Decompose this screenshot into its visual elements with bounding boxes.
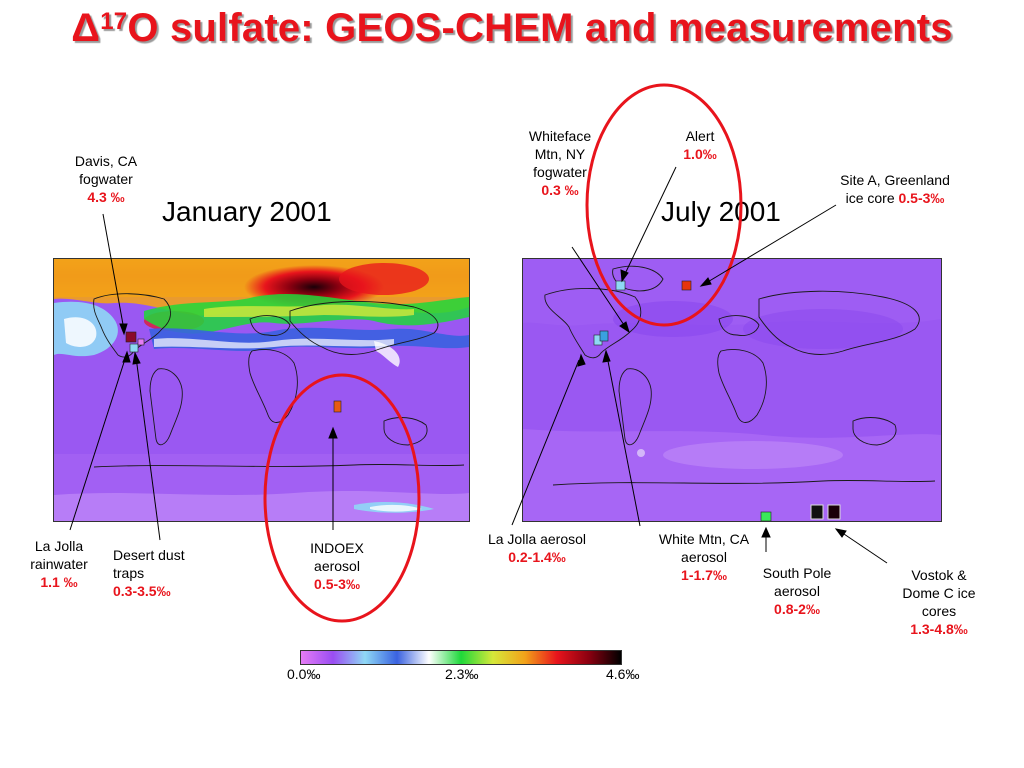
title-superscript: 17: [100, 8, 128, 35]
marker-south-pole: [760, 511, 772, 521]
title-text: O sulfate: GEOS-CHEM and measurements: [127, 6, 953, 50]
january-map-title: January 2001: [162, 196, 332, 227]
label-white-mtn: White Mtn, CA aerosol 1-1.7‰: [658, 531, 750, 583]
july-map-title: July 2001: [661, 196, 781, 227]
colorbar: [300, 650, 622, 665]
label-la-jolla-rain: La Jolla rainwater 1.1 ‰: [30, 538, 88, 590]
label-site-a: Site A, Greenland ice core 0.5-3‰: [840, 172, 950, 206]
marker-vostok: [810, 504, 824, 520]
label-davis: Davis, CA fogwater 4.3 ‰: [74, 153, 138, 205]
arrow-site-a: [705, 204, 837, 284]
label-indoex: INDOEX aerosol 0.5-3‰: [310, 540, 364, 592]
colorbar-tick-max: 4.6‰: [606, 666, 640, 682]
highlight-ellipse-indian-ocean: [263, 373, 421, 623]
marker-desert-dust: [137, 338, 145, 346]
arrow-alert: [623, 166, 677, 277]
colorbar-tick-mid: 2.3‰: [445, 666, 479, 682]
label-alert: Alert 1.0‰: [683, 128, 717, 162]
arrow-la-jolla-rain: [69, 355, 127, 531]
slide-title: Δ17O sulfate: GEOS-CHEM and measurements: [0, 6, 1024, 51]
arrow-la-jolla-aerosol: [511, 359, 580, 526]
title-delta: Δ: [71, 6, 101, 50]
colorbar-tick-min: 0.0‰: [287, 666, 321, 682]
label-desert-dust: Desert dust traps 0.3-3.5‰: [113, 547, 185, 599]
january-map: [53, 258, 470, 522]
highlight-ellipse-arctic: [585, 83, 743, 327]
label-la-jolla-aerosol: La Jolla aerosol 0.2-1.4‰: [487, 531, 587, 565]
marker-alert: [615, 280, 626, 291]
label-south-pole: South Pole aerosol 0.8-2‰: [762, 565, 832, 617]
label-vostok: Vostok & Dome C ice cores 1.3-4.8‰: [902, 567, 976, 637]
marker-site-a: [681, 280, 692, 291]
arrow-white-mtn: [606, 355, 641, 527]
label-whiteface: Whiteface Mtn, NY fogwater 0.3 ‰: [528, 128, 592, 198]
marker-la-jolla-rain: [129, 343, 139, 353]
arrow-davis: [102, 213, 125, 331]
marker-indoex: [333, 400, 342, 413]
marker-white-mtn: [599, 330, 609, 342]
marker-davis: [125, 331, 137, 343]
arrow-vostok: [840, 531, 888, 564]
marker-dome-c: [827, 504, 841, 520]
arrow-whiteface: [571, 246, 627, 329]
july-map: [522, 258, 942, 522]
arrow-desert-dust: [135, 356, 161, 541]
